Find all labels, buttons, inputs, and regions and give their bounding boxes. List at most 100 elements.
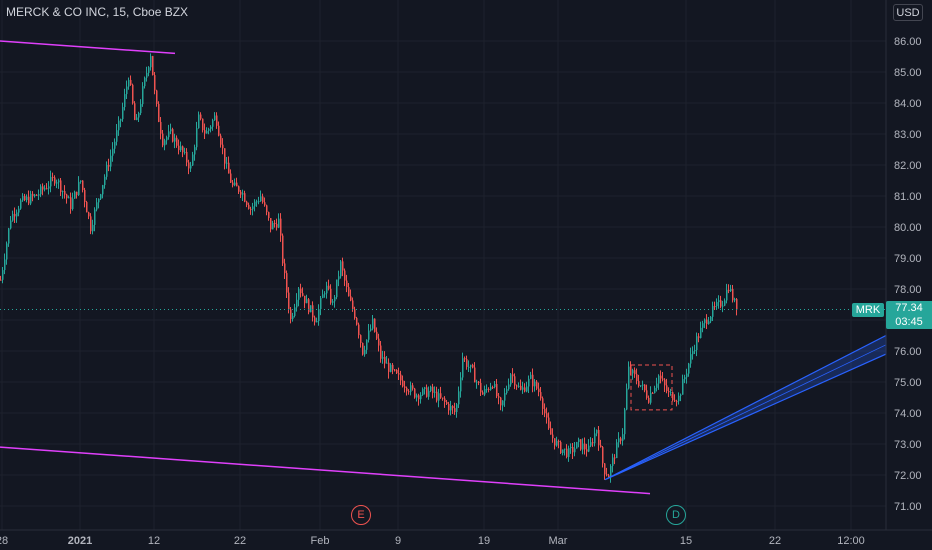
dividend-marker[interactable]: D — [666, 505, 686, 525]
candle-body — [644, 384, 646, 391]
candle-body — [134, 103, 136, 120]
candle-body — [240, 191, 242, 195]
pattern-box[interactable] — [630, 364, 673, 411]
candle-body — [146, 72, 148, 78]
candle-body — [726, 289, 728, 301]
candle-body — [684, 377, 686, 380]
candle-body — [138, 113, 140, 118]
candle-body — [718, 300, 720, 303]
candle-body — [390, 364, 392, 372]
candle-body — [598, 429, 600, 446]
candle-body — [182, 146, 184, 153]
candle-body — [438, 393, 440, 401]
candle-body — [650, 392, 652, 403]
candle-body — [606, 474, 608, 476]
symbol-tag: MRK — [852, 303, 884, 317]
candle-body — [692, 351, 694, 355]
candle-body — [448, 403, 450, 411]
candle-body — [248, 204, 250, 209]
candle-body — [462, 358, 464, 378]
candle-body — [300, 288, 302, 294]
candle-body — [144, 77, 146, 87]
candle-body — [296, 299, 298, 308]
time-tick-label: Feb — [311, 535, 330, 547]
earnings-marker[interactable]: E — [351, 505, 371, 525]
candle-body — [6, 243, 8, 260]
candle-body — [28, 196, 30, 204]
candle-body — [184, 151, 186, 153]
candle-body — [228, 162, 230, 174]
time-axis[interactable]: 28 2021 12 22 Feb 9 19 Mar 15 22 12:00 — [0, 535, 865, 547]
candle-body — [674, 400, 676, 402]
candle-body — [620, 438, 622, 441]
candle-body — [204, 130, 206, 134]
candle-body — [76, 191, 78, 195]
candle-body — [414, 388, 416, 398]
candle-body — [312, 305, 314, 318]
candle-body — [678, 395, 680, 402]
candle-body — [284, 263, 286, 274]
candle-body — [550, 428, 552, 435]
candle-body — [348, 287, 350, 297]
candle-body — [0, 279, 2, 281]
candles — [0, 53, 738, 483]
projection-midline — [604, 344, 887, 481]
candle-body — [108, 164, 110, 167]
candle-body — [658, 375, 660, 384]
time-tick-label: Mar — [549, 535, 568, 547]
candle-body — [526, 386, 528, 392]
candle-body — [402, 380, 404, 387]
candle-body — [56, 182, 58, 184]
candle-body — [664, 379, 666, 386]
candle-body — [396, 370, 398, 374]
candle-body — [716, 302, 718, 307]
price-tick-label: 81.00 — [894, 191, 922, 203]
candle-body — [26, 196, 28, 201]
candle-body — [86, 202, 88, 213]
candle-body — [150, 56, 152, 68]
candle-body — [334, 297, 336, 302]
candle-body — [318, 309, 320, 322]
candle-body — [382, 357, 384, 359]
candle-body — [158, 103, 160, 122]
candle-body — [8, 228, 10, 244]
candle-body — [622, 434, 624, 441]
candle-body — [96, 202, 98, 210]
candle-body — [516, 385, 518, 387]
candle-body — [176, 137, 178, 146]
candle-body — [522, 387, 524, 390]
candle-body — [604, 463, 606, 475]
candle-body — [618, 438, 620, 443]
candle-body — [540, 392, 542, 399]
candle-body — [114, 141, 116, 149]
grid — [0, 0, 886, 530]
time-tick-label: 28 — [0, 535, 8, 547]
candle-body — [4, 259, 6, 271]
candle-body — [292, 315, 294, 320]
candle-body — [492, 387, 494, 389]
candle-body — [186, 151, 188, 163]
candle-body — [198, 114, 200, 129]
candle-body — [278, 218, 280, 228]
candle-body — [60, 180, 62, 193]
candle-body — [34, 194, 36, 197]
candle-body — [512, 374, 514, 377]
candle-body — [384, 357, 386, 364]
candle-body — [142, 86, 144, 105]
trend-line[interactable] — [0, 446, 651, 495]
candle-body — [280, 218, 282, 236]
candle-body — [732, 288, 734, 301]
trend-line[interactable] — [0, 40, 176, 55]
candle-body — [468, 366, 470, 368]
currency-button[interactable]: USD — [893, 4, 923, 21]
candle-body — [344, 270, 346, 281]
candle-body — [210, 126, 212, 129]
candle-body — [262, 196, 264, 203]
candle-body — [18, 208, 20, 213]
time-tick-label: 12:00 — [837, 535, 865, 547]
candle-body — [586, 449, 588, 452]
candle-body — [266, 205, 268, 213]
candle-body — [712, 306, 714, 317]
candle-body — [682, 379, 684, 395]
